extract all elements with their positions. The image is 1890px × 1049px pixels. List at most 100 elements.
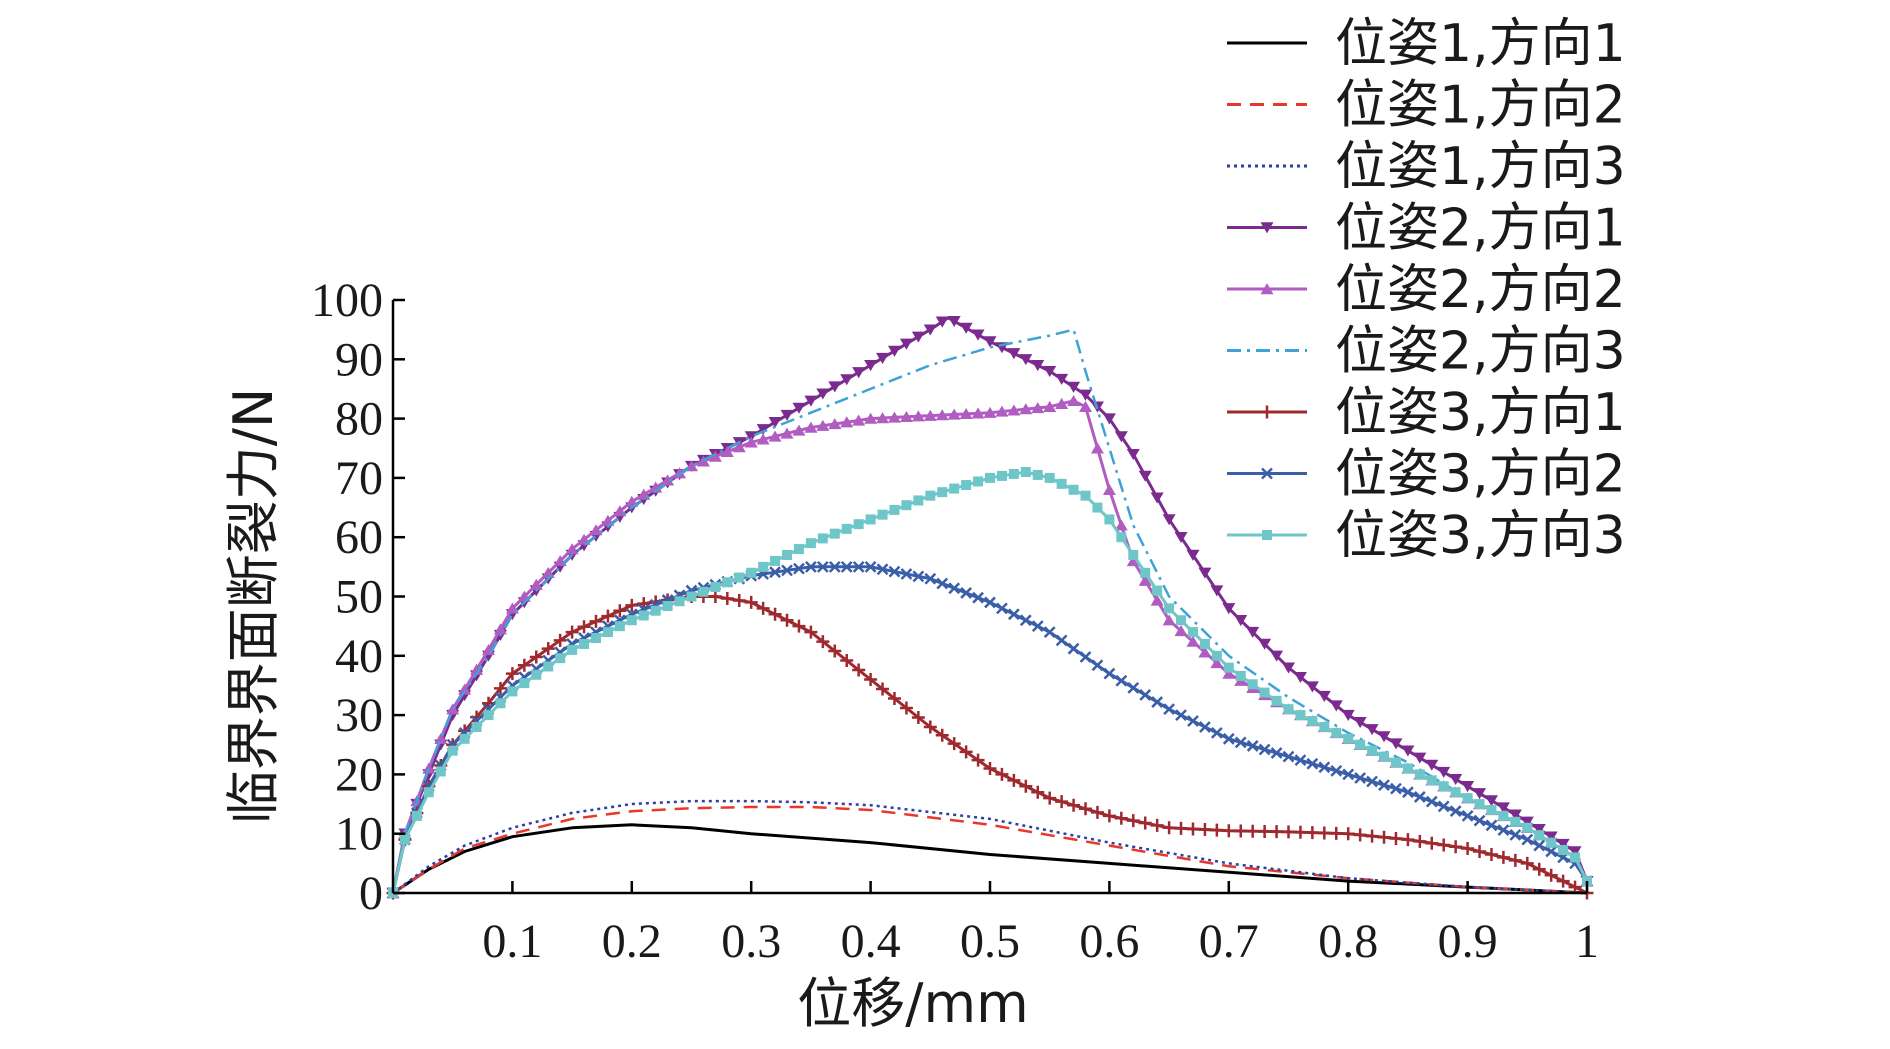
data-point-7-17 xyxy=(589,614,603,628)
data-point-9-37 xyxy=(829,528,840,539)
data-point-9-6 xyxy=(459,733,470,744)
data-point-9-27 xyxy=(710,582,721,593)
data-point-7-57 xyxy=(1067,798,1081,812)
y-tick-label: 80 xyxy=(335,393,383,446)
data-point-8-33 xyxy=(781,564,793,577)
data-point-5-12 xyxy=(529,578,543,590)
data-point-9-58 xyxy=(1080,490,1091,501)
data-point-7-94 xyxy=(1508,853,1522,867)
data-point-7-90 xyxy=(1461,842,1475,856)
legend-label-1: 位姿1,方向1 xyxy=(1335,14,1626,74)
data-point-5-15 xyxy=(565,543,579,555)
data-point-9-23 xyxy=(662,600,673,611)
data-point-7-71 xyxy=(1234,824,1248,838)
data-point-8-70 xyxy=(1222,732,1235,745)
data-point-7-99 xyxy=(1568,880,1582,894)
data-point-4-56 xyxy=(1055,373,1069,385)
data-point-5-42 xyxy=(887,411,901,423)
data-point-7-15 xyxy=(565,625,579,639)
series-line-3 xyxy=(392,799,1588,895)
data-point-5-40 xyxy=(864,412,878,424)
data-point-8-62 xyxy=(1127,681,1140,694)
y-tick-label: 50 xyxy=(335,571,383,624)
data-point-7-77 xyxy=(1305,826,1319,840)
data-point-7-91 xyxy=(1473,844,1487,858)
data-point-9-67 xyxy=(1187,627,1198,638)
data-point-9-50 xyxy=(985,472,995,483)
data-point-9-12 xyxy=(531,669,542,680)
data-point-7-32 xyxy=(768,607,782,621)
data-point-8-65 xyxy=(1163,703,1175,716)
data-point-7-95 xyxy=(1520,856,1534,870)
data-point-5-33 xyxy=(780,427,794,439)
data-point-9-1 xyxy=(399,834,410,845)
data-point-4-86 xyxy=(1413,752,1427,764)
data-point-legend-7 xyxy=(1260,405,1274,419)
data-point-5-57 xyxy=(1067,394,1081,407)
data-point-9-34 xyxy=(793,544,804,555)
data-point-9-31 xyxy=(758,561,769,572)
data-point-9-78 xyxy=(1319,721,1330,732)
data-point-9-30 xyxy=(746,567,757,578)
data-point-8-63 xyxy=(1139,689,1152,701)
data-point-4-54 xyxy=(1031,360,1045,372)
data-point-9-69 xyxy=(1211,650,1222,661)
data-point-7-54 xyxy=(1031,785,1045,799)
data-point-7-83 xyxy=(1377,830,1391,844)
data-point-5-55 xyxy=(1043,400,1057,412)
data-point-5-45 xyxy=(923,409,937,421)
data-point-5-34 xyxy=(792,424,806,436)
data-point-7-41 xyxy=(876,682,890,696)
data-point-9-75 xyxy=(1283,704,1294,715)
data-point-9-17 xyxy=(590,633,601,644)
data-point-7-66 xyxy=(1174,821,1188,835)
data-point-8-55 xyxy=(1043,626,1056,638)
data-point-7-60 xyxy=(1102,809,1116,823)
data-point-7-45 xyxy=(923,720,937,734)
data-point-7-33 xyxy=(780,613,794,627)
data-point-7-14 xyxy=(553,633,567,647)
data-point-7-18 xyxy=(601,609,615,623)
legend-label-7: 位姿3,方向1 xyxy=(1335,383,1626,443)
data-point-5-63 xyxy=(1138,574,1152,586)
data-point-9-56 xyxy=(1056,478,1067,489)
data-point-7-11 xyxy=(517,658,531,672)
data-point-9-84 xyxy=(1390,757,1401,768)
data-point-8-59 xyxy=(1091,659,1104,672)
series-line-1 xyxy=(392,823,1588,895)
data-point-4-87 xyxy=(1425,759,1439,771)
data-point-5-52 xyxy=(1007,404,1021,416)
data-point-5-59 xyxy=(1090,442,1104,454)
data-point-5-49 xyxy=(971,407,985,419)
data-point-8-77 xyxy=(1306,757,1319,770)
data-point-4-36 xyxy=(816,388,830,400)
data-point-7-43 xyxy=(899,701,913,715)
legend-item-9: 位姿3,方向3 xyxy=(1227,506,1626,566)
data-point-9-73 xyxy=(1259,687,1270,698)
y-axis-title: 临界界面断裂力/N xyxy=(222,388,285,825)
data-point-8-74 xyxy=(1270,747,1283,759)
data-point-8-91 xyxy=(1473,814,1486,827)
data-point-5-69 xyxy=(1210,657,1224,669)
data-point-7-40 xyxy=(864,673,878,687)
data-point-9-55 xyxy=(1044,472,1055,483)
data-point-4-38 xyxy=(840,374,854,386)
data-point-7-61 xyxy=(1114,811,1128,825)
data-point-9-26 xyxy=(698,586,709,597)
data-point-7-59 xyxy=(1090,805,1104,819)
data-point-7-44 xyxy=(911,710,925,724)
data-point-4-64 xyxy=(1150,492,1164,504)
data-point-4-84 xyxy=(1389,738,1403,750)
data-point-5-38 xyxy=(840,416,854,428)
data-point-9-93 xyxy=(1498,810,1509,821)
data-point-4-74 xyxy=(1270,650,1284,662)
data-point-8-68 xyxy=(1199,721,1211,733)
data-point-5-48 xyxy=(959,408,973,420)
data-point-9-83 xyxy=(1379,751,1390,762)
x-tick-label: 0.5 xyxy=(960,915,1020,968)
data-point-5-61 xyxy=(1114,519,1128,531)
data-point-7-78 xyxy=(1317,826,1331,840)
data-point-4-91 xyxy=(1473,788,1487,800)
data-point-5-41 xyxy=(876,412,890,424)
